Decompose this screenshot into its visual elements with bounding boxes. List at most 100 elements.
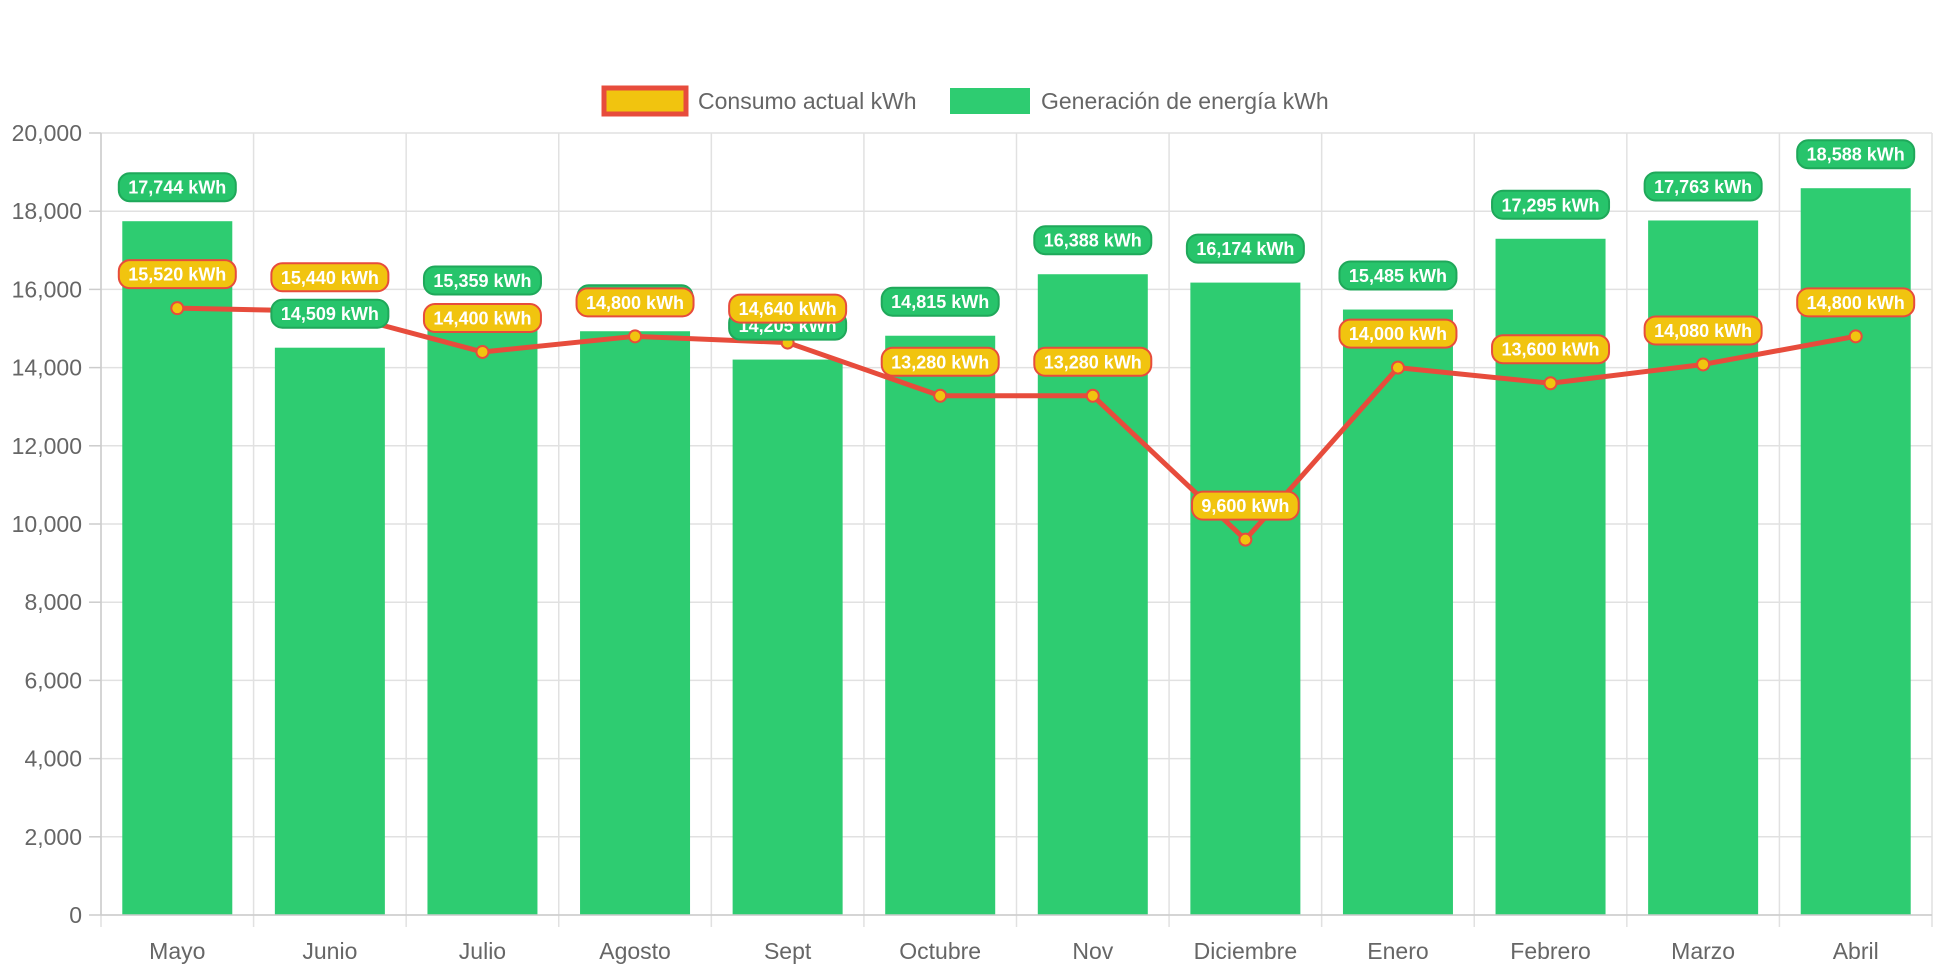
bar: [274, 347, 385, 915]
line-data-label-text: 14,800 kWh: [1807, 293, 1905, 313]
bar-data-label-bg: [117, 172, 237, 203]
bar-data-label-bg: [1338, 260, 1458, 291]
x-tick-label: Abril: [1833, 938, 1879, 964]
bar-data-label-text: 17,763 kWh: [1654, 177, 1752, 197]
line-data-label-bg: [728, 293, 848, 324]
line-data-label: 14,080 kWh: [1643, 315, 1763, 346]
bar-data-label-text: 16,388 kWh: [1044, 231, 1142, 251]
y-tick-label: 16,000: [12, 276, 82, 302]
line-data-label: 9,600 kWh: [1191, 490, 1300, 521]
bar-data-label: 16,388 kWh: [1033, 225, 1153, 256]
y-tick-label: 12,000: [12, 433, 82, 459]
x-tick-label: Febrero: [1510, 938, 1591, 964]
line-data-label-bg: [1643, 315, 1763, 346]
bar-data-label: 18,588 kWh: [1796, 139, 1916, 170]
line-data-label-text: 15,440 kWh: [281, 268, 379, 288]
line-data-label: 14,640 kWh: [728, 293, 848, 324]
line-data-label-bg: [422, 302, 542, 333]
line-data-label-bg: [270, 262, 390, 293]
bar-data-label-text: 16,174 kWh: [1196, 239, 1294, 259]
line-data-label-text: 13,280 kWh: [891, 352, 989, 372]
bar-data-label-text: 17,295 kWh: [1502, 195, 1600, 215]
bar: [1342, 309, 1453, 915]
line-data-label-text: 14,400 kWh: [433, 308, 531, 328]
y-tick-label: 4,000: [24, 746, 82, 772]
bar: [580, 331, 691, 915]
bar: [1190, 282, 1301, 916]
bar-data-label-bg: [1185, 233, 1305, 264]
bar-series: [122, 188, 1911, 916]
legend-swatch-consumo: [601, 85, 689, 117]
bar: [122, 221, 233, 915]
line-data-label: 14,800 kWh: [1796, 287, 1916, 318]
bar-data-label-text: 15,485 kWh: [1349, 266, 1447, 286]
line-path: [174, 305, 1859, 543]
bar-data-label: 14,509 kWh: [270, 298, 390, 329]
y-tick-label: 2,000: [24, 824, 82, 850]
x-tick-label: Agosto: [599, 938, 671, 964]
bar-data-label: 16,174 kWh: [1185, 233, 1305, 264]
bar-data-label: 17,295 kWh: [1491, 189, 1611, 220]
bar-data-label-text: 14,509 kWh: [281, 304, 379, 324]
line-point: [1390, 360, 1405, 375]
bar-data-label: 17,763 kWh: [1643, 171, 1763, 202]
x-tick-label: Diciembre: [1194, 938, 1298, 964]
y-tick-label: 0: [69, 902, 82, 928]
line-data-label-bg: [575, 287, 695, 318]
bar-data-label: 15,485 kWh: [1338, 260, 1458, 291]
x-tick-label: Julio: [459, 938, 506, 964]
line-data-label-text: 14,800 kWh: [586, 293, 684, 313]
bar-data-label-bg: [422, 265, 542, 296]
line-point: [1238, 532, 1253, 547]
bar-data-label-text: 15,359 kWh: [433, 271, 531, 291]
x-tick-label: Junio: [302, 938, 357, 964]
line-data-label-text: 14,080 kWh: [1654, 321, 1752, 341]
line-data-label-text: 15,520 kWh: [128, 265, 226, 285]
line-data-label: 14,800 kWh: [575, 287, 695, 318]
line-data-label: 14,400 kWh: [422, 302, 542, 333]
line-point: [475, 344, 490, 359]
bar-data-label-bg: [880, 286, 1000, 317]
bar: [427, 314, 538, 915]
line-data-label-bg: [880, 346, 1000, 377]
line-data-label-text: 14,000 kWh: [1349, 324, 1447, 344]
line-data-label-bg: [1338, 318, 1458, 349]
legend[interactable]: Consumo actual kWh Generación de energía …: [601, 85, 1329, 117]
y-tick-label: 14,000: [12, 355, 82, 381]
line-series: [170, 301, 1863, 547]
line-data-label-text: 13,600 kWh: [1502, 340, 1600, 360]
line-point: [1085, 388, 1100, 403]
legend-label-generacion: Generación de energía kWh: [1041, 88, 1329, 114]
line-data-label: 13,280 kWh: [880, 346, 1000, 377]
line-data-label: 14,000 kWh: [1338, 318, 1458, 349]
bar-data-label: 14,815 kWh: [880, 286, 1000, 317]
line-data-label-bg: [1491, 334, 1611, 365]
x-tick-label: Nov: [1072, 938, 1113, 964]
line-data-label-text: 13,280 kWh: [1044, 352, 1142, 372]
x-tick-label: Enero: [1367, 938, 1428, 964]
line-data-label: 15,520 kWh: [117, 259, 237, 290]
line-point: [933, 388, 948, 403]
line-data-label-bg: [1033, 346, 1153, 377]
bar-data-label-text: 18,588 kWh: [1807, 145, 1905, 165]
bar-data-label: 17,744 kWh: [117, 172, 237, 203]
bar-data-label-bg: [1643, 171, 1763, 202]
line-point: [1543, 376, 1558, 391]
y-tick-label: 6,000: [24, 667, 82, 693]
x-tick-label: Mayo: [149, 938, 205, 964]
line-data-label-bg: [1796, 287, 1916, 318]
x-tick-label: Sept: [764, 938, 812, 964]
bar-data-label-bg: [1491, 189, 1611, 220]
line-data-label-bg: [117, 259, 237, 290]
line-data-label-bg: [1191, 490, 1300, 521]
y-tick-label: 8,000: [24, 589, 82, 615]
y-tick-label: 18,000: [12, 198, 82, 224]
line-data-label-text: 9,600 kWh: [1201, 496, 1289, 516]
y-tick-label: 20,000: [12, 120, 82, 146]
x-tick-label: Octubre: [899, 938, 981, 964]
y-tick-label: 10,000: [12, 511, 82, 537]
line-point: [628, 329, 643, 344]
